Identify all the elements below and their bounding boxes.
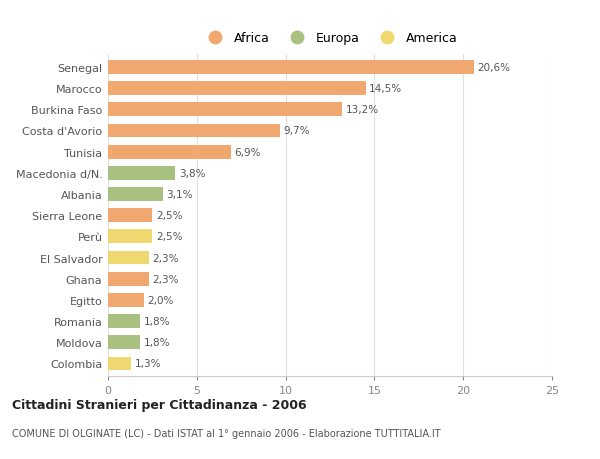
Text: 2,5%: 2,5%: [156, 211, 182, 221]
Text: Cittadini Stranieri per Cittadinanza - 2006: Cittadini Stranieri per Cittadinanza - 2…: [12, 398, 307, 412]
Text: 1,8%: 1,8%: [143, 316, 170, 326]
Text: 2,3%: 2,3%: [152, 253, 179, 263]
Legend: Africa, Europa, America: Africa, Europa, America: [202, 33, 458, 45]
Bar: [108, 251, 149, 265]
Text: 2,5%: 2,5%: [156, 232, 182, 242]
Text: 13,2%: 13,2%: [346, 105, 379, 115]
Bar: [108, 103, 343, 117]
Bar: [108, 188, 163, 202]
Bar: [108, 336, 140, 349]
Text: 3,1%: 3,1%: [167, 190, 193, 200]
Text: 14,5%: 14,5%: [369, 84, 402, 94]
Text: 1,8%: 1,8%: [143, 337, 170, 347]
Bar: [108, 357, 131, 370]
Text: 20,6%: 20,6%: [478, 63, 511, 73]
Text: 9,7%: 9,7%: [284, 126, 310, 136]
Text: COMUNE DI OLGINATE (LC) - Dati ISTAT al 1° gennaio 2006 - Elaborazione TUTTITALI: COMUNE DI OLGINATE (LC) - Dati ISTAT al …: [12, 428, 440, 438]
Text: 6,9%: 6,9%: [234, 147, 260, 157]
Text: 1,3%: 1,3%: [134, 358, 161, 369]
Bar: [108, 272, 149, 286]
Bar: [108, 230, 152, 244]
Bar: [108, 167, 175, 180]
Bar: [108, 61, 474, 75]
Text: 2,3%: 2,3%: [152, 274, 179, 284]
Bar: [108, 293, 143, 307]
Bar: [108, 82, 365, 96]
Bar: [108, 124, 280, 138]
Bar: [108, 314, 140, 328]
Text: 3,8%: 3,8%: [179, 168, 206, 179]
Text: 2,0%: 2,0%: [147, 295, 173, 305]
Bar: [108, 209, 152, 223]
Bar: [108, 146, 230, 159]
